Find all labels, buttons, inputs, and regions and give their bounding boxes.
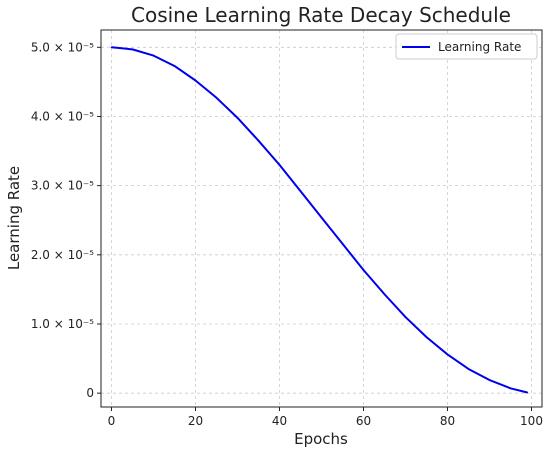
y-tick-label: 0 xyxy=(86,386,94,400)
x-axis: 0 20 40 60 80 100 xyxy=(108,407,543,428)
data-point xyxy=(110,46,113,49)
data-point xyxy=(341,242,344,245)
data-point xyxy=(299,190,302,192)
y-tick-label: 4.0 × 10⁻⁵ xyxy=(31,109,94,123)
data-point xyxy=(257,139,260,142)
data-point xyxy=(526,391,529,394)
x-tick-label: 20 xyxy=(188,414,203,428)
series-line xyxy=(111,46,528,394)
data-point xyxy=(320,216,323,219)
legend-label: Learning Rate xyxy=(438,40,521,54)
data-point xyxy=(131,48,134,51)
data-point xyxy=(383,293,386,296)
data-point xyxy=(509,387,512,390)
data-point xyxy=(362,269,365,271)
data-point xyxy=(236,117,239,119)
data-point xyxy=(488,379,491,381)
x-tick-label: 60 xyxy=(356,414,371,428)
y-tick-label: 3.0 × 10⁻⁵ xyxy=(31,179,94,193)
y-axis-label: Learning Rate xyxy=(5,166,23,270)
legend: Learning Rate xyxy=(395,33,538,60)
y-tick-label: 1.0 × 10⁻⁵ xyxy=(31,317,94,331)
y-tick-label: 5.0 × 10⁻⁵ xyxy=(31,40,94,54)
data-point xyxy=(467,368,470,370)
data-point xyxy=(425,336,428,338)
plot-frame xyxy=(100,29,543,408)
x-tick-label: 40 xyxy=(272,414,287,428)
x-tick-label: 80 xyxy=(440,414,455,428)
x-axis-label: Epochs xyxy=(294,430,348,448)
data-point xyxy=(194,79,197,82)
data-point xyxy=(278,164,281,166)
data-point xyxy=(152,54,155,57)
data-point xyxy=(215,96,218,99)
series-layer xyxy=(110,46,529,394)
chart-title: Cosine Learning Rate Decay Schedule xyxy=(131,3,511,27)
x-tick-label: 0 xyxy=(108,414,116,428)
legend-box xyxy=(395,33,538,60)
y-tick-label: 2.0 × 10⁻⁵ xyxy=(31,248,94,262)
y-axis: 0 1.0 × 10⁻⁵ 2.0 × 10⁻⁵ 3.0 × 10⁻⁵ 4.0 × 10⁻… xyxy=(31,40,101,400)
data-point xyxy=(446,353,449,356)
data-point xyxy=(404,316,407,318)
x-tick-label: 100 xyxy=(520,414,543,428)
data-point xyxy=(173,65,176,67)
